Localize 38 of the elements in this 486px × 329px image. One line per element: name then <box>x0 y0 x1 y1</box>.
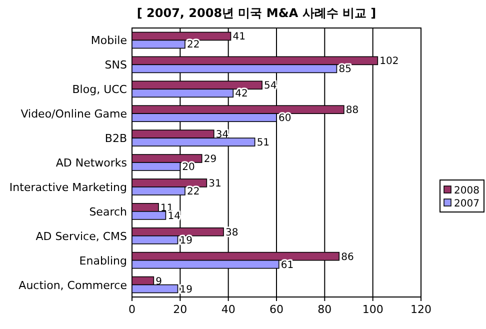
x-tick-label: 120 <box>410 303 432 316</box>
x-tick-label: 60 <box>270 303 284 316</box>
y-tick-label: Video/Online Game <box>20 108 128 121</box>
y-tick-label: Interactive Marketing <box>9 180 127 194</box>
x-tick-label: 20 <box>173 303 188 316</box>
y-tick-label: Search <box>89 205 128 218</box>
x-tick-label: 0 <box>128 303 136 316</box>
y-tick-label: AD Service, CMS <box>36 230 128 243</box>
legend-label: 2007 <box>454 198 480 210</box>
y-tick-label: AD Networks <box>56 156 128 170</box>
data-label: 85 <box>338 64 352 76</box>
data-label: 9 <box>156 276 162 288</box>
x-tick-label: 100 <box>362 303 384 316</box>
y-tick-label: Mobile <box>90 34 128 48</box>
data-label: 20 <box>182 162 195 173</box>
data-label: 102 <box>380 56 399 68</box>
data-label: 86 <box>341 252 354 263</box>
y-tick-label: Auction, Commerce <box>18 278 128 292</box>
y-tick-label: B2B <box>104 132 127 146</box>
x-tick-label: 80 <box>318 303 332 316</box>
data-label: 19 <box>180 284 192 296</box>
data-label: 61 <box>280 260 294 271</box>
data-label: 31 <box>208 178 222 190</box>
legend-label: 2008 <box>454 186 480 196</box>
y-tick-label: SNS <box>104 58 128 72</box>
data-label: 22 <box>186 40 200 51</box>
data-label: 22 <box>186 186 200 198</box>
y-tick-label: Blog, UCC <box>72 83 128 96</box>
data-label: 42 <box>235 88 248 100</box>
data-label: 88 <box>346 105 359 116</box>
data-label: 60 <box>278 113 292 124</box>
x-tick-label: 40 <box>221 303 236 316</box>
data-label: 41 <box>232 32 246 43</box>
chart-title: [ 2007, 2008년 미국 M&A 사례수 비교 ] <box>136 6 376 20</box>
data-label: 29 <box>204 154 217 165</box>
y-tick-label: Enabling <box>79 254 127 268</box>
data-label: 19 <box>180 235 192 246</box>
data-label: 51 <box>256 138 270 149</box>
